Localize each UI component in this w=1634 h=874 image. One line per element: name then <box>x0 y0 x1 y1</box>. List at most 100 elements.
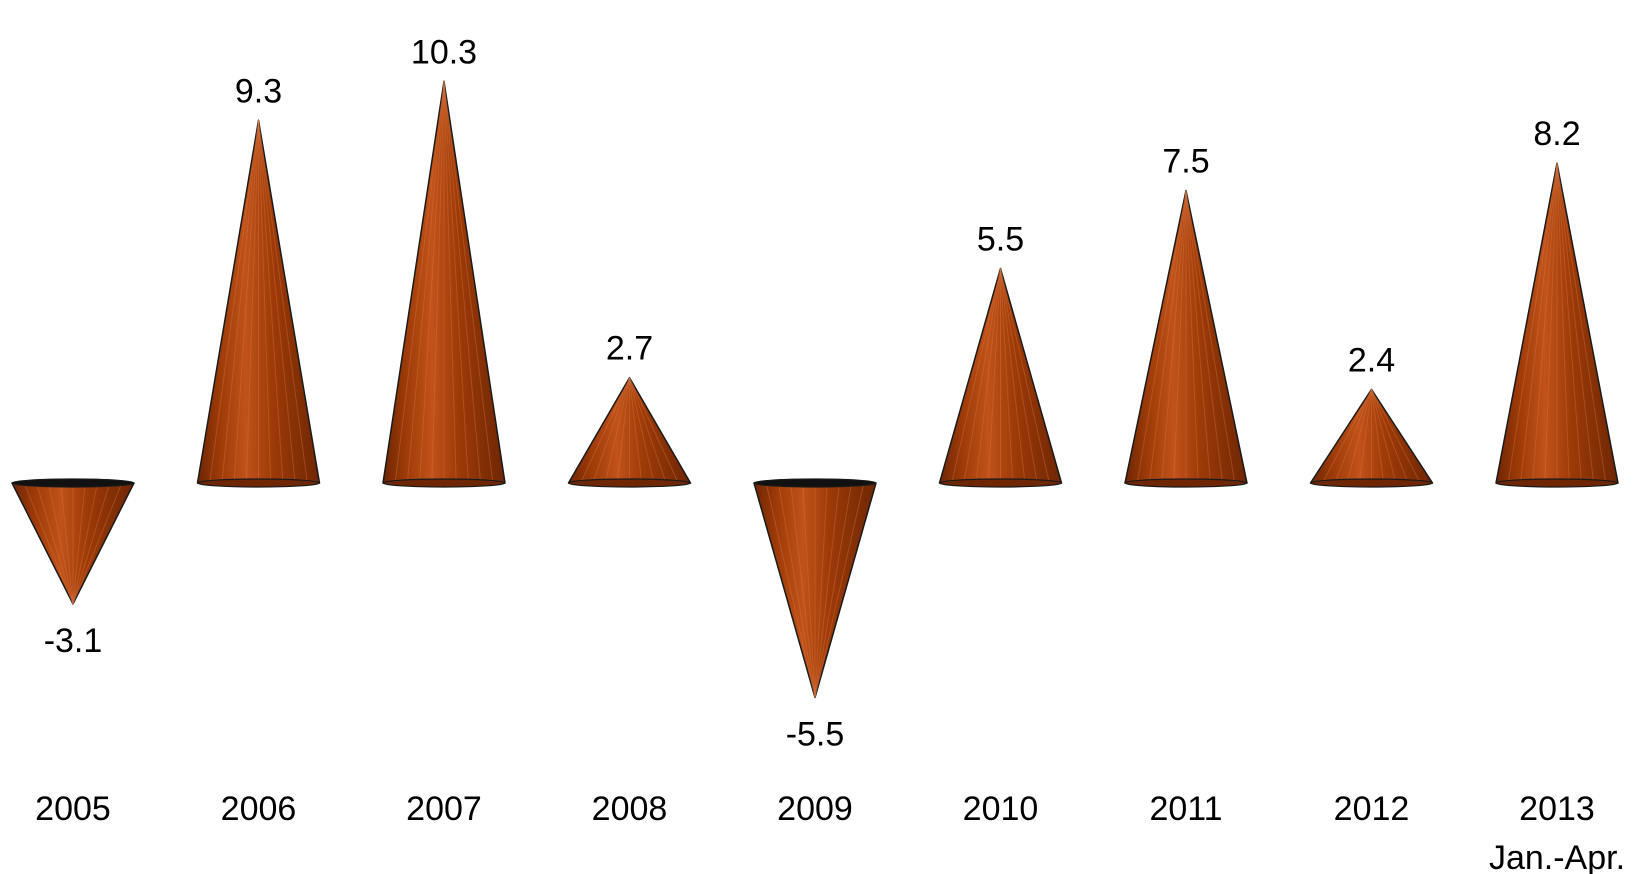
cone-facet <box>1358 389 1372 484</box>
cone-facet <box>1371 389 1409 484</box>
data-label-2012: 2.4 <box>1348 341 1395 379</box>
data-label-2010: 5.5 <box>977 221 1024 259</box>
cone-facet <box>1371 389 1397 484</box>
cone-2008 <box>567 376 692 488</box>
cone-facet <box>1161 190 1187 484</box>
cone-base-rim <box>1309 478 1434 488</box>
cone-facet <box>951 268 1001 484</box>
cone-facet <box>443 81 457 484</box>
category-label-2009: 2009 <box>777 790 853 828</box>
data-label-2011: 7.5 <box>1162 143 1209 181</box>
data-label-2008: 2.7 <box>606 330 653 368</box>
cone-facet <box>258 120 272 484</box>
cone-facet <box>1371 389 1385 484</box>
cone-facet <box>1185 190 1211 484</box>
labels-layer: -3.1 2005 9.3 2006 10.3 2007 2.7 2008 -5.5 2009 5.… <box>35 33 1625 874</box>
cone-facet <box>1185 190 1224 484</box>
cone-facet <box>1532 163 1558 484</box>
cone-facet <box>1000 268 1014 484</box>
data-label-2013: 8.2 <box>1533 115 1580 153</box>
cone-base-rim <box>382 478 506 488</box>
cone-base-rim <box>1124 478 1248 488</box>
cone-facet <box>258 120 284 484</box>
cone-2011 <box>1124 189 1248 488</box>
cone-facet <box>221 120 259 484</box>
cone-facet <box>963 268 1001 484</box>
cone-facet <box>629 377 667 484</box>
cone-facet <box>72 482 86 604</box>
cone-facet <box>431 81 445 484</box>
cone-facet <box>987 268 1001 484</box>
cone-facet <box>1346 389 1372 484</box>
cone-facet <box>765 482 816 698</box>
data-label-2005: -3.1 <box>44 622 103 660</box>
cone-facet <box>1556 163 1570 484</box>
cone-facet <box>629 377 655 484</box>
cone-facet <box>419 81 445 484</box>
cone-2010 <box>938 267 1063 488</box>
data-label-2006: 9.3 <box>235 72 282 110</box>
cone-facet <box>1544 163 1558 484</box>
cone-facet <box>245 120 259 484</box>
cone-facet <box>443 81 482 484</box>
cone-facet <box>72 482 98 604</box>
cone-facet <box>258 120 308 484</box>
cone-facet <box>72 482 111 605</box>
cone-facet <box>1334 389 1372 484</box>
cone-facet <box>1507 163 1558 484</box>
cone-facet <box>616 377 630 484</box>
cone-base-rim <box>938 478 1063 488</box>
cone-facet <box>1000 268 1050 484</box>
category-label-2008: 2008 <box>592 790 668 828</box>
cone-facet <box>629 377 679 484</box>
cone-facet <box>777 482 816 698</box>
cone-facet <box>406 81 445 484</box>
cone-facet <box>48 482 74 604</box>
cone-facet <box>814 482 865 698</box>
category-label-2012: 2012 <box>1334 790 1410 828</box>
cone-facet <box>1556 163 1607 484</box>
category-sublabel-2013: Jan.-Apr. <box>1489 839 1625 874</box>
category-label-2011: 2011 <box>1149 790 1222 828</box>
cone-facet <box>1371 389 1421 484</box>
cone-2012 <box>1309 388 1434 488</box>
cone-facet <box>1136 190 1187 484</box>
cone-base-rim <box>567 478 692 488</box>
cone-2005 <box>11 478 135 605</box>
cone-facet <box>23 482 74 605</box>
cone-facet <box>1185 190 1199 484</box>
cone-facet <box>35 482 74 605</box>
cone-facet <box>802 482 816 698</box>
cone-facet <box>443 81 494 484</box>
cone-facet <box>814 482 853 698</box>
cone-facet <box>1000 268 1038 484</box>
cone-facet <box>814 482 828 698</box>
category-label-2006: 2006 <box>221 790 297 828</box>
cone-facet <box>814 482 840 698</box>
cone-facet <box>975 268 1001 484</box>
cone-2013 <box>1495 162 1619 488</box>
cone-facet <box>580 377 630 484</box>
cones-layer <box>11 80 1619 699</box>
cone-facet <box>1322 389 1372 484</box>
cone-facet <box>1000 268 1026 484</box>
cone-facet <box>60 482 74 604</box>
cone-facet <box>629 377 643 484</box>
cone-facet <box>1556 163 1582 484</box>
data-label-2009: -5.5 <box>786 716 845 754</box>
cone-facet <box>209 120 259 484</box>
cone-facet <box>1148 190 1187 484</box>
category-label-2013: 2013 <box>1519 790 1595 828</box>
cone-facet <box>394 81 445 484</box>
cone-base-rim <box>1495 478 1619 488</box>
cone-facet <box>258 120 296 484</box>
cone-facet <box>72 482 123 605</box>
cone-2006 <box>196 119 321 488</box>
cone-2007 <box>382 80 506 488</box>
category-label-2005: 2005 <box>35 790 111 828</box>
cone-facet <box>443 81 469 484</box>
cone-facet <box>1185 190 1236 484</box>
cone-2009 <box>753 478 877 699</box>
cone-facet <box>592 377 630 484</box>
